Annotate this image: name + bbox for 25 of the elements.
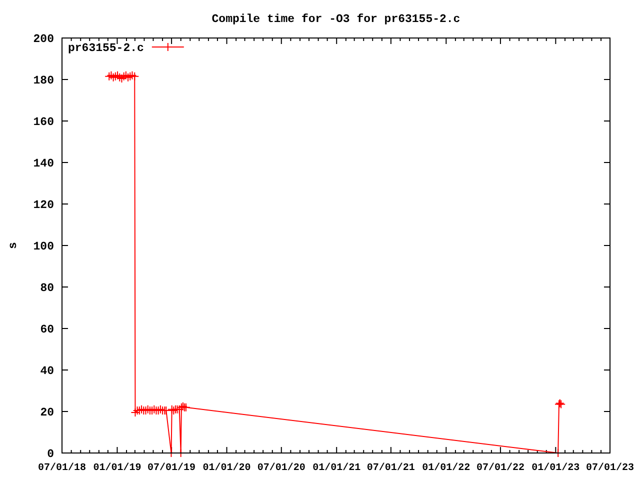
x-tick-label: 07/01/18 (38, 462, 86, 474)
y-tick-label: 180 (33, 74, 54, 88)
y-tick-label: 200 (33, 33, 54, 46)
y-tick-label: 60 (40, 324, 54, 336)
y-tick-label: 80 (40, 282, 54, 295)
x-tick-label: 01/01/19 (93, 462, 142, 474)
x-tick-label: 07/01/19 (148, 462, 196, 474)
x-tick-label: 01/01/20 (202, 462, 251, 474)
y-axis-title: s (7, 242, 20, 249)
x-tick-label: 01/01/23 (532, 462, 580, 474)
y-tick-label: 0 (47, 448, 54, 461)
y-tick-label: 140 (33, 158, 54, 170)
y-tick-label: 160 (33, 116, 54, 129)
legend-label: pr63155-2.c (68, 42, 144, 55)
x-tick-label: 07/01/21 (366, 462, 415, 474)
y-tick-label: 120 (33, 199, 54, 212)
y-tick-label: 20 (40, 406, 54, 420)
x-tick-label: 07/01/23 (586, 462, 634, 474)
x-tick-label: 07/01/22 (476, 462, 524, 474)
y-tick-label: 100 (33, 240, 54, 254)
x-tick-label: 01/01/21 (312, 462, 361, 474)
x-tick-label: 07/01/20 (257, 462, 306, 474)
chart-title: Compile time for -O3 for pr63155-2.c (212, 13, 460, 26)
y-tick-label: 40 (40, 365, 54, 378)
x-tick-label: 01/01/22 (422, 462, 470, 474)
